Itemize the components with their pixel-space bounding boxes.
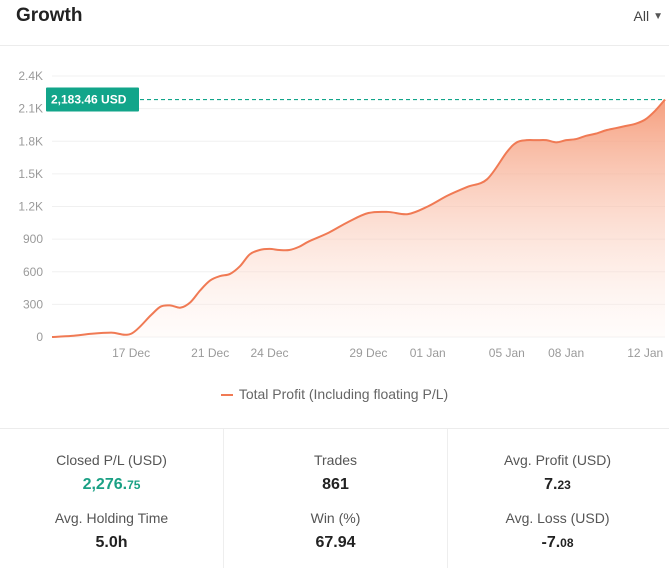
legend-swatch	[220, 394, 233, 397]
header: Growth All ▼	[0, 0, 669, 46]
y-tick-label: 2.4K	[18, 69, 43, 83]
y-tick-label: 0	[36, 330, 43, 344]
stat-label: Avg. Holding Time	[54, 510, 169, 526]
x-tick-label: 29 Dec	[349, 346, 387, 360]
profit-area	[52, 99, 665, 337]
stat-label: Avg. Profit (USD)	[503, 452, 612, 468]
chart-legend[interactable]: Total Profit (Including floating P/L)	[0, 386, 669, 402]
period-filter-label: All	[633, 8, 650, 24]
x-tick-label: 08 Jan	[548, 346, 584, 360]
current-value-label: 2,183.46 USD	[51, 93, 127, 107]
stat-avg-profit: Avg. Profit (USD) 7.23	[446, 451, 669, 495]
stat-value-dec: 23	[557, 478, 571, 492]
x-axis: 17 Dec 21 Dec 24 Dec 29 Dec 01 Jan 05 Jan 08 J…	[112, 346, 663, 360]
stat-value-dec: 08	[560, 536, 574, 550]
divider	[0, 428, 669, 429]
stat-value-int: 7.	[544, 476, 558, 493]
x-tick-label: 12 Jan	[627, 346, 663, 360]
y-tick-label: 600	[23, 265, 43, 279]
stat-value-int: -7.	[541, 534, 561, 551]
stat-avg-holding-time: Avg. Holding Time 5.0h	[0, 509, 223, 553]
stats-column-right: Avg. Profit (USD) 7.23 Avg. Loss (USD) -…	[446, 429, 669, 568]
stat-label: Closed P/L (USD)	[56, 452, 167, 468]
y-axis: 2.4K 2.1K 1.8K 1.5K 1.2K 900 600 300 0	[18, 69, 43, 344]
stats-panel: Closed P/L (USD) 2,276.75 Avg. Holding T…	[0, 429, 669, 568]
stat-value: 67.94	[315, 534, 356, 551]
x-tick-label: 05 Jan	[489, 346, 525, 360]
x-tick-label: 24 Dec	[251, 346, 289, 360]
stat-value: 5.0h	[95, 534, 128, 551]
period-filter-dropdown[interactable]: All ▼	[634, 8, 663, 24]
y-tick-label: 300	[23, 297, 43, 311]
y-tick-label: 900	[23, 232, 43, 246]
stat-label: Win (%)	[310, 510, 361, 526]
x-tick-label: 01 Jan	[410, 346, 446, 360]
y-tick-label: 1.8K	[18, 134, 43, 148]
x-tick-label: 17 Dec	[112, 346, 150, 360]
stat-avg-loss: Avg. Loss (USD) -7.08	[446, 509, 669, 553]
page-title: Growth	[16, 5, 83, 26]
stat-value-int: 2,276.	[82, 476, 128, 493]
stat-value: 7.23	[446, 475, 669, 495]
stats-column-left: Closed P/L (USD) 2,276.75 Avg. Holding T…	[0, 429, 223, 568]
stat-closed-pl: Closed P/L (USD) 2,276.75	[0, 451, 223, 495]
x-tick-label: 21 Dec	[191, 346, 229, 360]
profit-line	[51, 98, 666, 338]
y-tick-label: 1.5K	[18, 167, 43, 181]
stat-value-dec: 75	[127, 478, 141, 492]
stat-label: Trades	[313, 452, 358, 468]
stats-column-middle: Trades 861 Win (%) 67.94	[223, 429, 448, 568]
y-tick-label: 2.1K	[18, 102, 43, 116]
stat-win: Win (%) 67.94	[224, 509, 447, 553]
stat-value: 861	[322, 476, 349, 493]
current-value-badge: 2,183.46 USD	[46, 87, 139, 112]
stat-label: Avg. Loss (USD)	[505, 510, 610, 526]
y-tick-label: 1.2K	[18, 200, 43, 214]
stat-value: 2,276.75	[0, 475, 223, 495]
legend-label: Total Profit (Including floating P/L)	[238, 386, 449, 402]
stat-trades: Trades 861	[224, 451, 447, 495]
growth-chart: 2.4K 2.1K 1.8K 1.5K 1.2K 900 600 300 0 17 Dec 21 …	[18, 69, 666, 360]
stat-value: -7.08	[446, 533, 669, 553]
chevron-down-icon: ▼	[653, 10, 663, 22]
